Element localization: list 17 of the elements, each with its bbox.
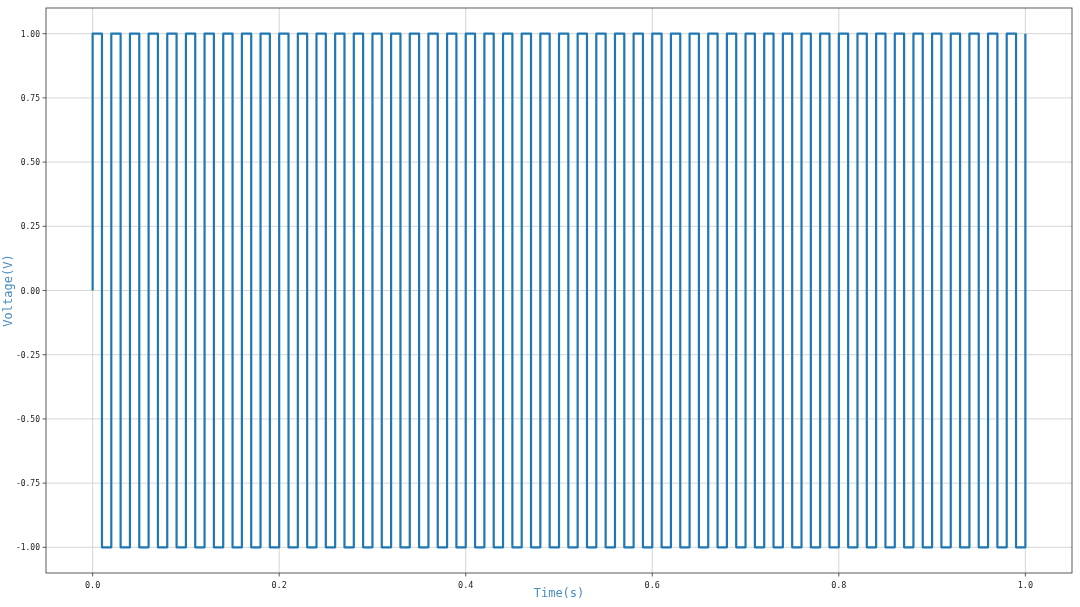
x-tick-label: 0.0 (84, 580, 101, 590)
y-tick-label: -0.25 (15, 350, 41, 360)
y-axis-title: Voltage(V) (1, 254, 15, 327)
y-tick-label: 0.50 (20, 158, 41, 168)
y-tick-label: 0.25 (20, 222, 41, 232)
y-tick-label: -0.75 (15, 479, 41, 489)
x-tick-label: 0.2 (271, 580, 287, 590)
y-tick-label: -1.00 (15, 543, 41, 553)
x-tick-label: 0.6 (644, 580, 660, 590)
y-tick-label: 0.00 (20, 286, 41, 296)
y-tick-label: -0.50 (15, 414, 41, 424)
x-tick-label: 0.4 (458, 580, 474, 590)
x-axis-title: Time(s) (533, 586, 585, 600)
x-tick-label: 0.8 (831, 580, 847, 590)
y-tick-label: 1.00 (20, 29, 41, 39)
x-tick-label: 1.0 (1017, 580, 1034, 590)
y-tick-label: 0.75 (20, 93, 41, 103)
